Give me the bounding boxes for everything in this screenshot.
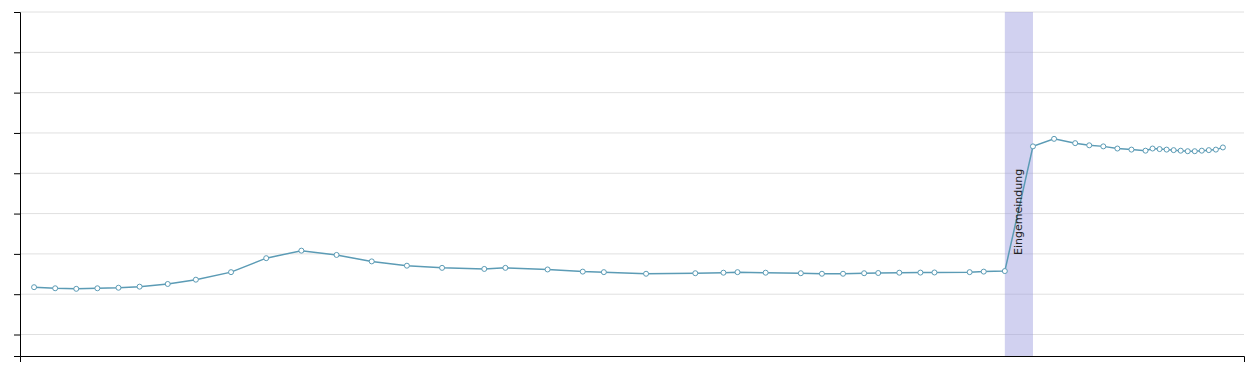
marker <box>1002 269 1007 274</box>
marker <box>503 265 508 270</box>
marker <box>932 270 937 275</box>
y-tick-mark <box>14 214 20 215</box>
marker <box>545 267 550 272</box>
y-tick-mark <box>14 52 20 53</box>
grid-line <box>20 213 1244 214</box>
y-tick <box>14 294 20 295</box>
plot: Eingemeindung <box>14 12 1245 362</box>
grid-line <box>20 173 1244 174</box>
marker <box>580 269 585 274</box>
marker <box>981 269 986 274</box>
marker <box>1192 149 1197 154</box>
marker <box>1052 136 1057 141</box>
marker <box>1143 148 1148 153</box>
y-tick <box>14 12 20 13</box>
y-tick <box>14 254 20 255</box>
marker <box>165 281 170 286</box>
y-tick-mark <box>14 335 20 336</box>
marker <box>369 259 374 264</box>
marker <box>763 270 768 275</box>
marker <box>862 271 867 276</box>
marker <box>74 286 79 291</box>
marker <box>95 286 100 291</box>
y-tick-mark <box>14 93 20 94</box>
marker <box>1030 144 1035 149</box>
marker <box>1206 148 1211 153</box>
y-tick <box>14 214 20 215</box>
marker <box>1185 149 1190 154</box>
chart: Eingemeindung <box>0 0 1260 372</box>
marker <box>1150 146 1155 151</box>
marker <box>299 248 304 253</box>
line <box>34 139 1223 289</box>
marker <box>32 285 37 290</box>
marker <box>876 271 881 276</box>
marker <box>482 266 487 271</box>
marker <box>1213 147 1218 152</box>
y-tick <box>14 173 20 174</box>
marker <box>918 270 923 275</box>
marker <box>1178 148 1183 153</box>
grid-line <box>20 52 1244 53</box>
grid-line <box>20 294 1244 295</box>
marker <box>897 270 902 275</box>
data-area <box>32 12 1226 356</box>
annotation-label: Eingemeindung <box>1012 169 1025 255</box>
y-axis <box>14 13 21 357</box>
marker <box>229 270 234 275</box>
marker <box>334 252 339 257</box>
marker <box>1171 148 1176 153</box>
x-axis <box>21 357 1245 363</box>
y-tick-mark <box>14 173 20 174</box>
y-tick <box>14 93 20 94</box>
grid <box>20 12 1244 335</box>
marker <box>1101 144 1106 149</box>
y-tick <box>14 52 20 53</box>
y-tick-mark <box>14 294 20 295</box>
marker <box>1164 147 1169 152</box>
x-axis-line <box>21 357 1245 363</box>
marker <box>116 285 121 290</box>
y-axis-line <box>14 13 21 357</box>
marker <box>1199 148 1204 153</box>
band <box>1005 12 1033 356</box>
y-tick-mark <box>14 254 20 255</box>
marker <box>798 271 803 276</box>
marker <box>193 277 198 282</box>
marker <box>721 270 726 275</box>
grid-line <box>20 253 1244 254</box>
y-tick-mark <box>14 133 20 134</box>
marker <box>264 256 269 261</box>
grid-line <box>20 12 1244 13</box>
markers <box>32 136 1226 291</box>
y-tick-mark <box>14 12 20 13</box>
y-tick <box>14 133 20 134</box>
marker <box>841 271 846 276</box>
marker <box>1129 147 1134 152</box>
marker <box>644 271 649 276</box>
marker <box>735 270 740 275</box>
marker <box>1087 143 1092 148</box>
marker <box>1073 141 1078 146</box>
marker <box>819 271 824 276</box>
marker <box>601 270 606 275</box>
marker <box>1157 147 1162 152</box>
grid-line <box>20 92 1244 93</box>
marker <box>967 270 972 275</box>
marker <box>1220 145 1225 150</box>
y-tick <box>14 335 20 336</box>
marker <box>440 265 445 270</box>
marker <box>137 284 142 289</box>
grid-line <box>20 334 1244 335</box>
marker <box>404 263 409 268</box>
grid-line <box>20 132 1244 133</box>
marker <box>693 271 698 276</box>
marker <box>53 286 58 291</box>
marker <box>1115 146 1120 151</box>
